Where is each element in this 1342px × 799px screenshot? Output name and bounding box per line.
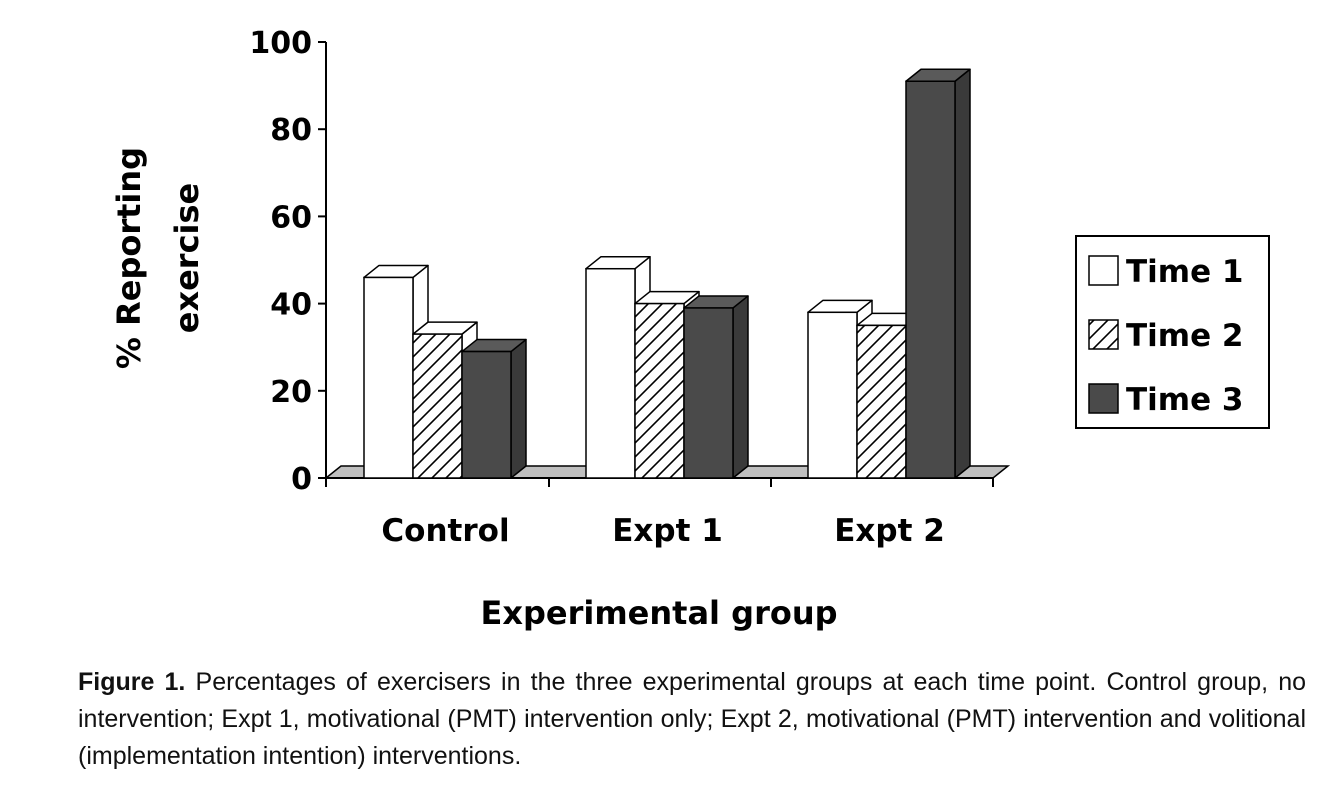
- bar: [905, 68, 971, 479]
- x-category-label: Expt 2: [834, 513, 945, 549]
- bar: [461, 338, 527, 479]
- bar-side: [510, 338, 527, 479]
- y-tick-label: 0: [291, 462, 312, 497]
- figure-caption-label: Figure 1.: [78, 668, 186, 696]
- bar-front: [683, 307, 734, 479]
- x-axis-title: Experimental group: [480, 594, 837, 632]
- bar-front: [807, 311, 858, 479]
- bar-front: [363, 276, 414, 479]
- bar: [683, 295, 749, 479]
- bar-front: [412, 333, 463, 479]
- x-category-label: Control: [381, 513, 509, 549]
- legend-label: Time 1: [1126, 254, 1243, 290]
- bar-side: [954, 68, 971, 479]
- y-tick-label: 60: [270, 200, 312, 235]
- y-axis-title-line: exercise: [168, 183, 206, 334]
- figure-caption-text: Percentages of exercisers in the three e…: [78, 668, 1306, 770]
- bar-side: [732, 295, 749, 479]
- bar-front: [634, 302, 685, 479]
- bar-front: [461, 350, 512, 479]
- figure-caption: Figure 1. Percentages of exercisers in t…: [78, 664, 1306, 775]
- y-tick-label: 100: [249, 26, 312, 61]
- legend-swatch: [1088, 319, 1119, 350]
- bar-chart: 0 20 40 60 80 100 Control Expt 1 Expt 2 Experimen…: [110, 26, 1270, 632]
- y-axis-title: % Reporting exercise: [110, 147, 206, 369]
- y-tick-label: 40: [270, 288, 312, 323]
- y-tick-label: 80: [270, 113, 312, 148]
- x-category-label: Expt 1: [612, 513, 723, 549]
- bar-front: [856, 324, 907, 479]
- y-axis-title-line: % Reporting: [110, 147, 148, 369]
- bar-front: [585, 267, 636, 479]
- legend-swatch: [1088, 383, 1119, 414]
- legend-label: Time 3: [1126, 382, 1243, 418]
- y-tick-label: 20: [270, 375, 312, 410]
- bar-front: [905, 80, 956, 479]
- legend-label: Time 2: [1126, 318, 1243, 354]
- legend-swatch: [1088, 255, 1119, 286]
